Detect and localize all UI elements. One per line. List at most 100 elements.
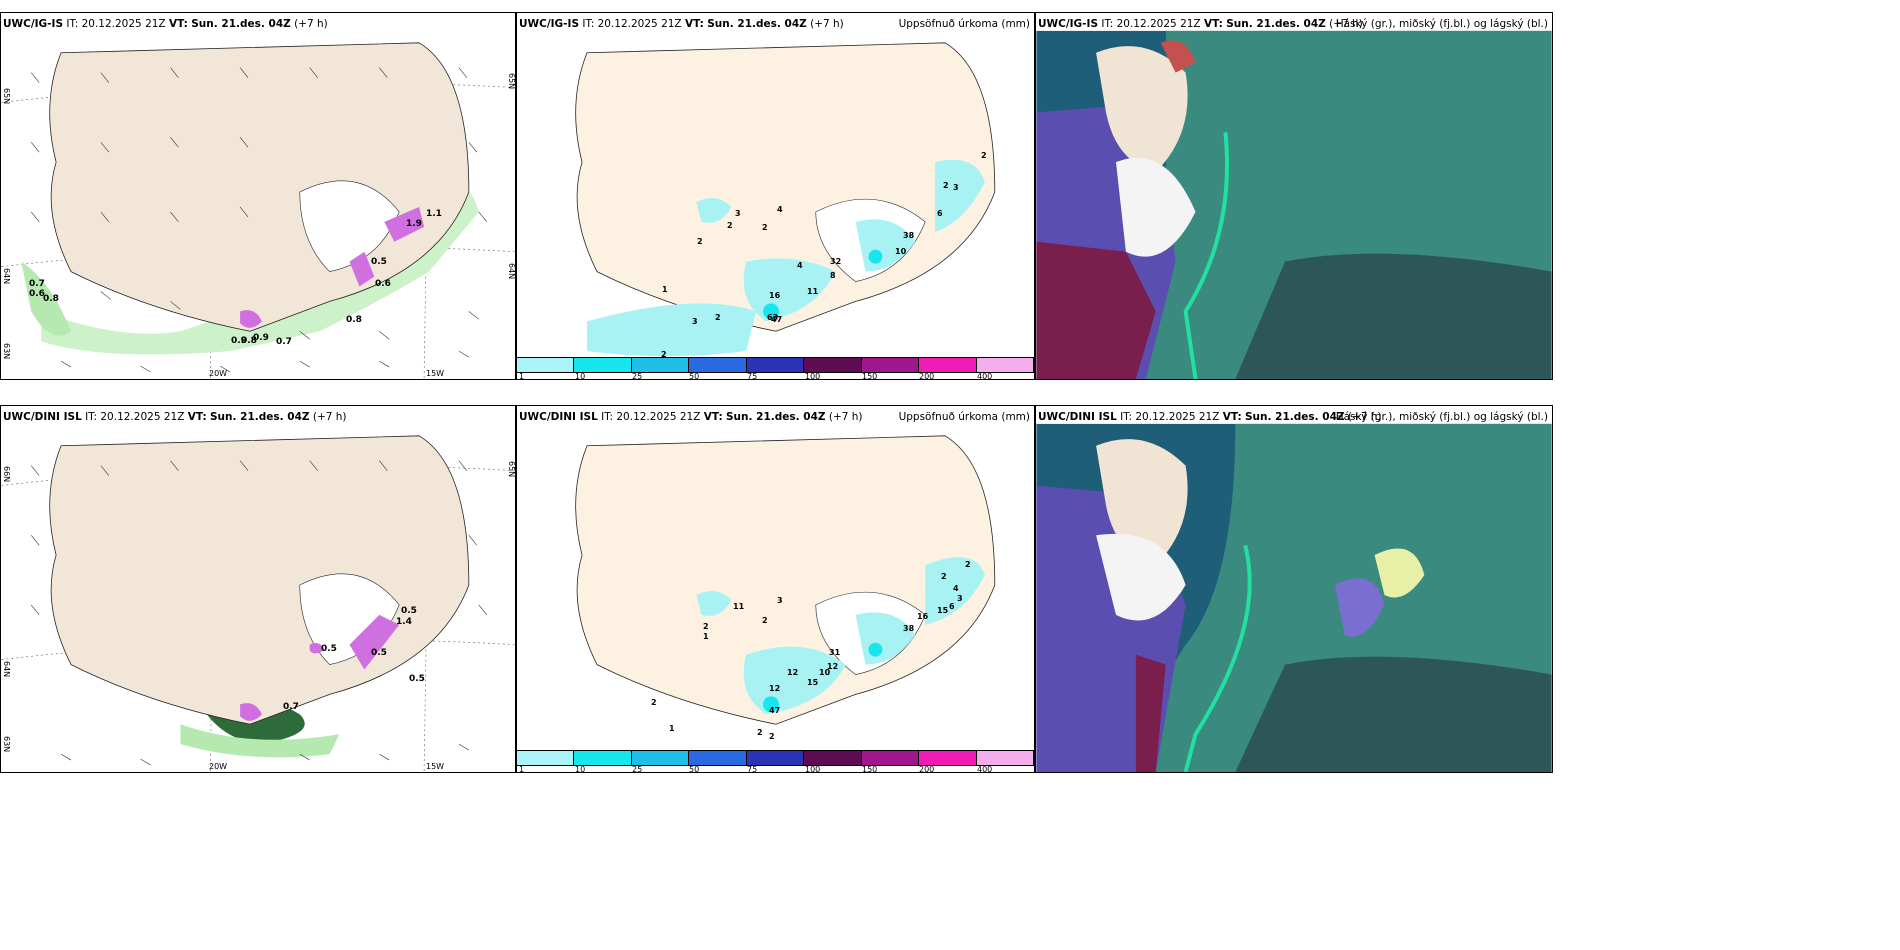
- wind-map-top[interactable]: [1, 13, 515, 379]
- wind-map-bottom[interactable]: [1, 406, 515, 772]
- wind-panel-top-title: UWC/IG-IS IT: 20.12.2025 21Z VT: Sun. 21…: [3, 18, 328, 30]
- precip-value: 38: [903, 624, 915, 633]
- wind-value: 0.7: [276, 337, 292, 347]
- precip-value: 3: [692, 317, 698, 326]
- precip-value: 2: [715, 313, 721, 322]
- lat-label-left-1: 65N: [2, 88, 11, 105]
- wind-value: 1.4: [396, 617, 412, 627]
- cloud-map-top[interactable]: [1036, 13, 1552, 379]
- scale-swatch: [919, 751, 977, 765]
- wind-value: 0.5: [409, 674, 425, 684]
- scale-tick: 150: [862, 765, 878, 773]
- lat-label-left-2: 64N: [2, 268, 11, 285]
- precip-value: 2: [697, 237, 703, 246]
- precip-value: 11: [733, 602, 745, 611]
- scale-swatch: [861, 751, 920, 765]
- precip-scale-bottom: 1 10 25 50 75 100 150 200 400: [517, 750, 1034, 772]
- scale-tick: 1: [519, 372, 525, 380]
- precip-value: 3: [957, 594, 963, 603]
- lon-label-20w: 20W: [209, 762, 228, 771]
- precip-value: 3: [777, 596, 783, 605]
- wind-value: 0.6: [29, 289, 45, 299]
- precip-value: 1: [669, 724, 675, 733]
- precip-value: 63: [767, 313, 779, 322]
- lat-label-right-2: 64N: [507, 263, 516, 280]
- scale-tick: 400: [977, 372, 993, 380]
- precip-title: Uppsöfnuð úrkoma (mm): [898, 18, 1030, 30]
- wind-value: 1.9: [406, 219, 422, 229]
- precip-value: 2: [757, 728, 763, 737]
- precip-value: 2: [661, 350, 667, 359]
- precip-value: 2: [943, 181, 949, 190]
- precip-scale-top: 1 10 25 50 75 100 150 200 400: [517, 357, 1034, 379]
- scale-tick: 400: [977, 765, 993, 773]
- scale-tick: 10: [575, 765, 586, 773]
- wind-value: 1.1: [426, 209, 442, 219]
- wind-value: 0.9: [231, 336, 247, 346]
- precip-value: 12: [787, 668, 799, 677]
- scale-tick: 50: [689, 765, 700, 773]
- wind-value: 0.8: [346, 315, 362, 325]
- precip-value: 4: [797, 261, 803, 270]
- precip-value: 6: [937, 209, 943, 218]
- precip-value: 15: [937, 606, 949, 615]
- precip-value: 2: [762, 223, 768, 232]
- scale-swatch: [574, 751, 632, 765]
- wind-value: 0.7: [29, 279, 45, 289]
- scale-tick: 10: [575, 372, 586, 380]
- precip-value: 3: [735, 209, 741, 218]
- precip-value: 31: [829, 648, 841, 657]
- scale-tick: 75: [747, 765, 758, 773]
- scale-tick: 200: [919, 372, 935, 380]
- scale-swatch: [746, 751, 805, 765]
- wind-panel-bottom-title: UWC/DINI ISL IT: 20.12.2025 21Z VT: Sun.…: [3, 411, 347, 423]
- precip-map-bottom[interactable]: [517, 406, 1034, 772]
- scale-swatch: [861, 358, 920, 372]
- scale-tick: 200: [919, 765, 935, 773]
- precip-value: 3: [953, 183, 959, 192]
- scale-swatch: [976, 358, 1034, 372]
- wind-value: 0.9: [253, 333, 269, 343]
- precip-value: 38: [903, 231, 915, 240]
- precip-value: 1: [703, 632, 709, 641]
- lat-label-left-3: 63N: [2, 343, 11, 360]
- precip-value: 2: [981, 151, 987, 160]
- cloud-title: Háský (gr.), miðský (fj.bl.) og lágský (…: [1335, 18, 1548, 30]
- lat-label-left-3: 63N: [2, 736, 11, 753]
- precip-value: 47: [769, 706, 781, 715]
- precip-value: 2: [651, 698, 657, 707]
- cloud-map-bottom[interactable]: [1036, 406, 1552, 772]
- wind-value: 0.8: [43, 294, 59, 304]
- precip-value: 12: [827, 662, 839, 671]
- precip-title: Uppsöfnuð úrkoma (mm): [898, 411, 1030, 423]
- precip-panel-bottom: UWC/DINI ISL IT: 20.12.2025 21Z VT: Sun.…: [516, 405, 1035, 773]
- scale-swatch: [689, 751, 747, 765]
- scale-swatch: [631, 751, 690, 765]
- scale-tick: 1: [519, 765, 525, 773]
- scale-tick: 50: [689, 372, 700, 380]
- scale-swatch: [804, 358, 862, 372]
- scale-swatch: [919, 358, 977, 372]
- precip-value: 12: [769, 684, 781, 693]
- precip-value: 11: [807, 287, 819, 296]
- precip-panel-top: UWC/IG-IS IT: 20.12.2025 21Z VT: Sun. 21…: [516, 12, 1035, 380]
- scale-swatch: [689, 358, 747, 372]
- precip-map-top[interactable]: [517, 13, 1034, 379]
- scale-swatch: [976, 751, 1034, 765]
- scale-swatch: [517, 751, 575, 765]
- lat-label-right-1: 65N: [507, 461, 516, 478]
- scale-tick: 100: [805, 372, 821, 380]
- cloud-title: Háský (gr.), miðský (fj.bl.) og lágský (…: [1335, 411, 1548, 423]
- precip-value: 16: [917, 612, 929, 621]
- scale-swatch: [574, 358, 632, 372]
- precip-value: 2: [941, 572, 947, 581]
- precip-value: 16: [769, 291, 781, 300]
- precip-value: 10: [895, 247, 907, 256]
- lat-label-left-2: 64N: [2, 661, 11, 678]
- lat-label-right-1: 65N: [507, 73, 516, 90]
- wind-value: 0.7: [283, 702, 299, 712]
- lon-label-15w: 15W: [426, 762, 445, 771]
- cloud-panel-bottom-title: UWC/DINI ISL IT: 20.12.2025 21Z VT: Sun.…: [1038, 411, 1382, 423]
- wind-value: 0.8: [241, 336, 257, 346]
- scale-swatch: [517, 358, 575, 372]
